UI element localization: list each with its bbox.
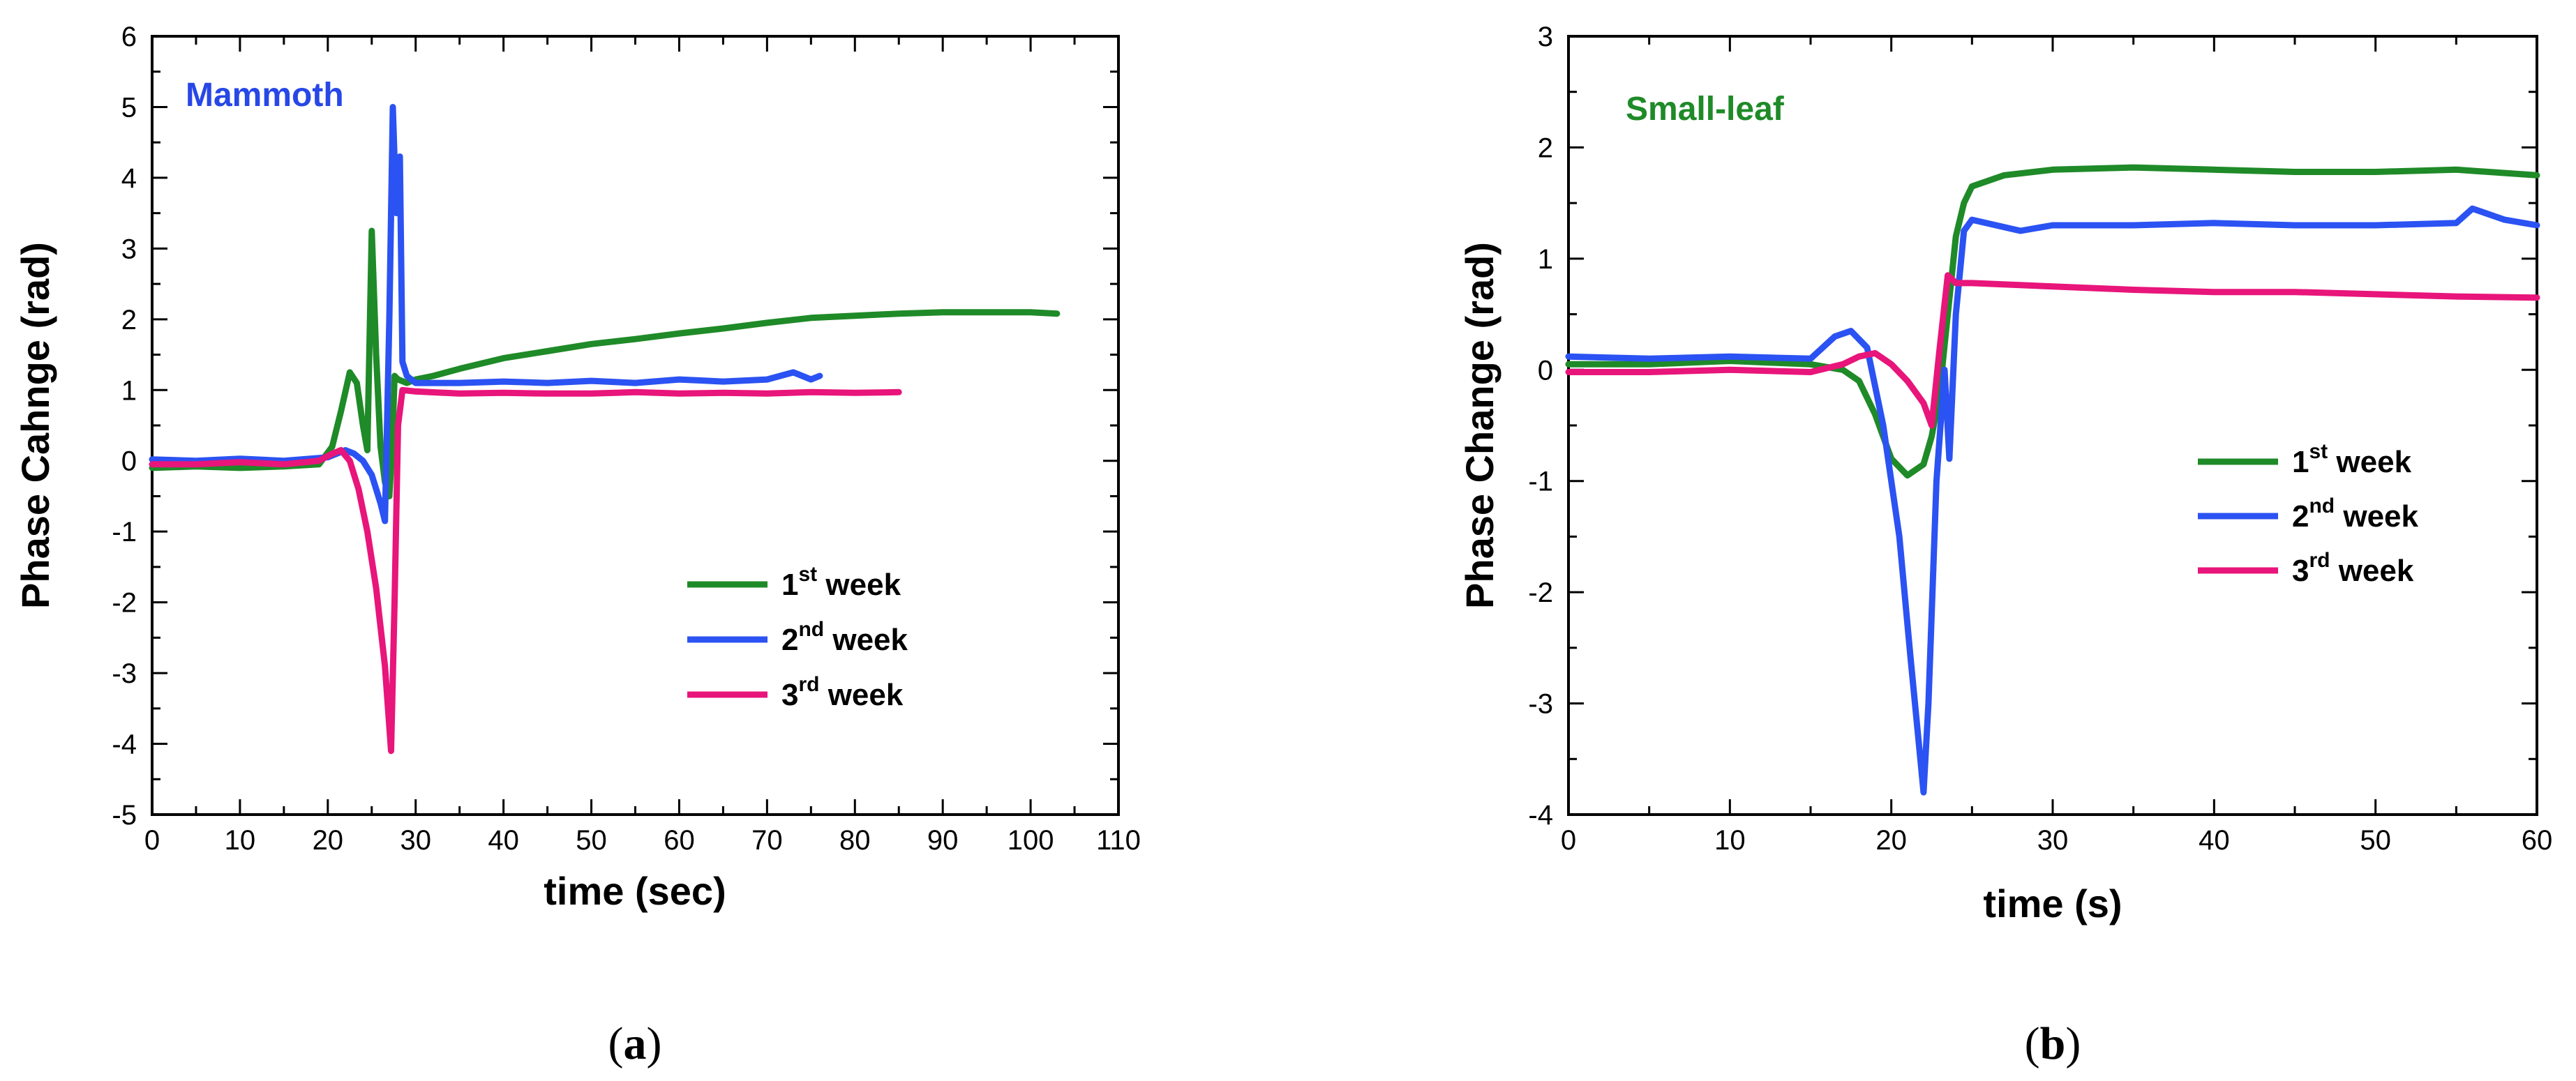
y-tick-label-b: 3 — [1538, 22, 1553, 52]
x-tick-label-a: 80 — [839, 825, 871, 856]
series-line-a-1 — [149, 227, 1061, 499]
y-axis-label-b: Phase Change (rad) — [1458, 242, 1502, 609]
panel-a-mammoth: 0 10 20 30 40 50 60 70 80 90 100 110 -5 -4 -3 -2 -1 0 1 2 3 4… — [13, 22, 1141, 1069]
x-axis-label-b: time (s) — [1983, 882, 2122, 925]
series-line-b-2 — [1565, 205, 2540, 796]
panel-b-small-leaf: 0 10 20 30 40 50 60 -4 -3 -2 -1 0 1 2 3 Small-leaf tim… — [1458, 22, 2552, 1069]
legend-label-b-3: 3rd week — [2292, 549, 2414, 588]
caption-b-letter: b — [2040, 1018, 2066, 1069]
x-tick-label-b: 40 — [2199, 825, 2230, 856]
plot-frame-a — [151, 35, 1120, 816]
y-tick-label-b: 2 — [1538, 133, 1553, 163]
legend-label-a-3: 3rd week — [781, 673, 904, 712]
y-tick-label-a: 0 — [121, 446, 137, 477]
y-tick-label-a: 2 — [121, 305, 137, 335]
series-line-a-2 — [149, 104, 823, 524]
x-tick-label-a: 50 — [576, 825, 607, 856]
series-a — [149, 104, 1061, 755]
legend-a: 1st week 2nd week 3rd week — [687, 563, 908, 712]
y-tick-label-a: 5 — [121, 92, 137, 123]
legend-label-b-2: 2nd week — [2292, 494, 2419, 534]
caption-a: (a) — [608, 1018, 662, 1069]
legend-label-b-1: 1st week — [2292, 440, 2412, 479]
y-tick-label-b: -1 — [1528, 467, 1553, 497]
plot-frame-b — [1567, 35, 2538, 816]
x-tick-label-a: 30 — [400, 825, 431, 856]
panel-title-a: Mammoth — [186, 77, 344, 114]
y-tick-label-a: -5 — [112, 800, 137, 831]
y-tick-label-a: -2 — [112, 588, 137, 619]
x-tick-label-b: 20 — [1875, 825, 1907, 856]
x-tick-label-b: 0 — [1561, 825, 1576, 856]
y-tick-label-a: 4 — [121, 163, 137, 194]
ticks-b: 0 10 20 30 40 50 60 -4 -3 -2 -1 0 1 2 3 — [1528, 22, 2552, 856]
legend-label-a-1: 1st week — [781, 563, 901, 602]
x-tick-label-a: 90 — [927, 825, 959, 856]
y-tick-label-a: 3 — [121, 234, 137, 264]
x-axis-label-a: time (sec) — [544, 869, 726, 913]
x-tick-label-a: 100 — [1008, 825, 1054, 856]
legend-b: 1st week 2nd week 3rd week — [2198, 440, 2419, 588]
x-tick-label-a: 110 — [1096, 825, 1141, 856]
y-tick-label-a: 6 — [121, 22, 137, 52]
caption-b: (b) — [2025, 1018, 2081, 1069]
x-tick-label-b: 50 — [2360, 825, 2391, 856]
y-tick-label-b: 1 — [1538, 244, 1553, 275]
x-tick-label-b: 10 — [1714, 825, 1746, 856]
y-tick-label-a: -1 — [112, 517, 137, 547]
x-tick-label-a: 60 — [664, 825, 695, 856]
y-tick-label-b: -4 — [1528, 800, 1553, 831]
x-tick-label-a: 0 — [144, 825, 160, 856]
y-tick-label-a: -4 — [112, 730, 137, 760]
caption-a-letter: a — [624, 1018, 647, 1069]
y-tick-label-a: -3 — [112, 658, 137, 689]
x-tick-label-b: 60 — [2522, 825, 2553, 856]
series-b — [1565, 164, 2540, 796]
y-tick-label-b: -3 — [1528, 689, 1553, 720]
y-tick-label-b: 0 — [1538, 355, 1553, 386]
series-line-b-1 — [1565, 164, 2540, 479]
legend-label-a-2: 2nd week — [781, 618, 908, 657]
series-line-b-3 — [1565, 272, 2540, 429]
x-tick-label-a: 40 — [488, 825, 519, 856]
x-tick-label-a: 10 — [225, 825, 256, 856]
x-tick-label-a: 20 — [313, 825, 344, 856]
ticks-a: 0 10 20 30 40 50 60 70 80 90 100 110 -5 -4 -3 -2 -1 0 1 2 3 4… — [112, 22, 1140, 856]
y-tick-label-b: -2 — [1528, 577, 1553, 608]
y-tick-label-a: 1 — [121, 375, 137, 406]
y-axis-label-a: Phase Cahnge (rad) — [13, 242, 57, 609]
x-tick-label-a: 70 — [751, 825, 783, 856]
series-line-a-3 — [149, 386, 902, 755]
x-tick-label-b: 30 — [2037, 825, 2069, 856]
panel-title-b: Small-leaf — [1626, 91, 1785, 128]
